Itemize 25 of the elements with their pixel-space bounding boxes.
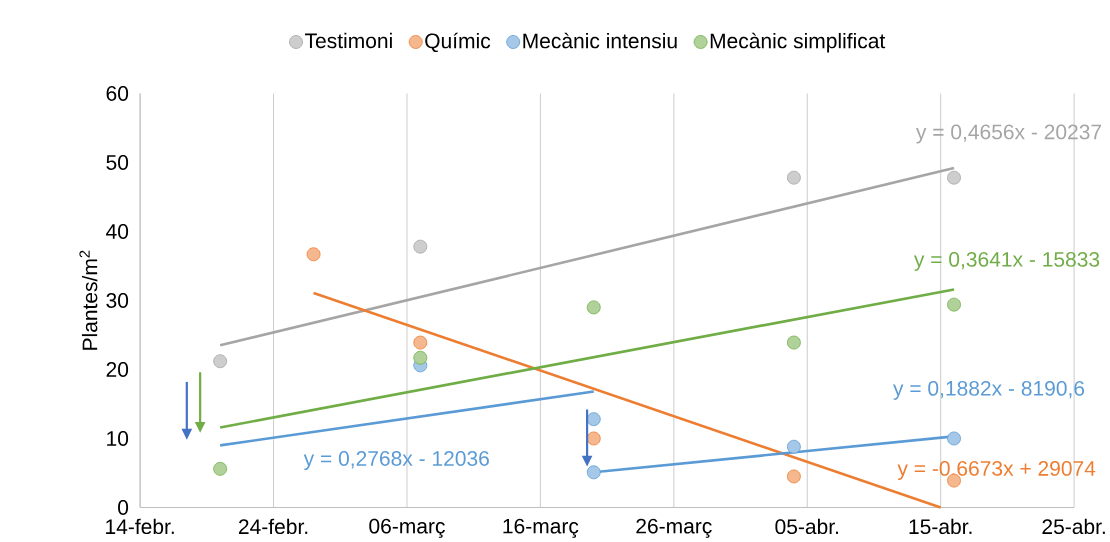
x-tick-label: 05-abr.: [775, 518, 839, 535]
y-tick-label: 30: [106, 293, 129, 308]
x-tick-label: 15-abr.: [909, 518, 972, 535]
x-tick-label: 16-març: [503, 518, 579, 538]
annotation: y = 0,2768x - 12036: [303, 451, 489, 471]
y-tick-label: 40: [106, 224, 129, 239]
y-tick-label: 50: [106, 155, 129, 170]
y-tick-label: 0: [118, 500, 129, 515]
x-tick-label: 24-febr.: [238, 518, 308, 535]
y-tick-label: 10: [107, 431, 129, 446]
x-tick-label: 25-abr.: [1042, 518, 1105, 535]
legend-label: Testimoni: [305, 32, 392, 49]
annotation: y = 0,4656x - 20237: [915, 124, 1102, 144]
x-tick-label: 26-març: [636, 518, 712, 538]
y-tick-label: 60: [106, 86, 129, 101]
y-tick-label: 20: [106, 362, 129, 377]
x-tick-label: 14-febr.: [106, 518, 174, 535]
annotation: y = -0,6673x + 29074: [897, 460, 1096, 480]
legend-label: Químic: [425, 32, 491, 53]
x-tick-label: 06-març: [369, 518, 445, 538]
annotation: y = 0,1882x - 8190,6: [893, 380, 1085, 400]
annotation: y = 0,3641x - 15833: [913, 251, 1100, 271]
legend-label: Mecànic simplificat: [710, 32, 886, 53]
legend-label: Mecànic intensiu: [523, 32, 677, 49]
y-axis-title: Plantes/m$^{2}$: [79, 250, 98, 350]
